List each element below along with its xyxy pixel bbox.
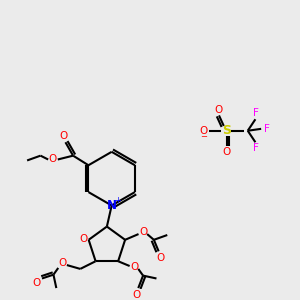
Text: O: O [200,126,208,136]
Text: O: O [223,147,231,157]
Text: O: O [59,130,68,140]
Text: N: N [107,199,117,212]
Text: O: O [139,227,147,237]
Text: O: O [58,258,66,268]
Text: O: O [130,262,139,272]
Text: −: − [200,132,207,141]
Text: S: S [222,124,231,137]
Text: O: O [156,253,165,263]
Text: F: F [264,124,270,134]
Text: O: O [80,234,88,244]
Text: O: O [132,290,140,300]
Text: O: O [48,154,56,164]
Text: O: O [215,105,223,115]
Text: F: F [254,109,259,118]
Text: +: + [114,196,121,205]
Text: F: F [254,143,259,153]
Text: O: O [32,278,40,288]
